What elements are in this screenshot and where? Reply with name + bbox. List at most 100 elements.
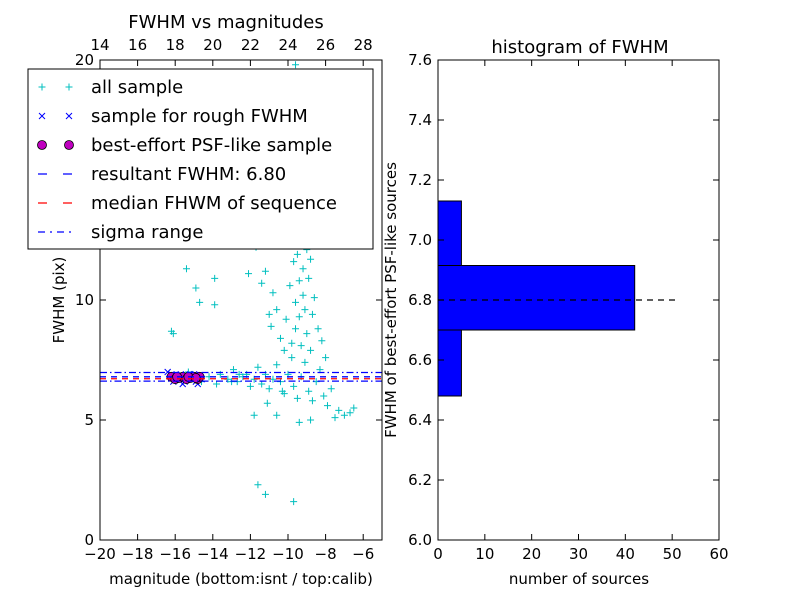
scatter-legend: all sample sample for rough FWHM best-effo… bbox=[27, 68, 374, 250]
histogram-bar bbox=[437, 200, 462, 266]
all-sample-point bbox=[318, 337, 326, 345]
x-tick-label: 50 bbox=[663, 545, 682, 563]
all-sample-point bbox=[290, 498, 298, 506]
psf-sample-point bbox=[190, 373, 201, 383]
x-tick-label: −8 bbox=[315, 545, 337, 563]
all-sample-point bbox=[288, 354, 296, 362]
all-sample-point bbox=[290, 258, 298, 266]
all-sample-point bbox=[299, 265, 307, 273]
x-tick-label: 60 bbox=[709, 545, 728, 563]
y-tick-label: 6.0 bbox=[408, 531, 432, 549]
y-tick-label: 6.8 bbox=[408, 291, 432, 309]
all-sample-point bbox=[192, 284, 200, 292]
all-sample-point bbox=[303, 330, 311, 338]
all-sample-point bbox=[280, 346, 288, 354]
x-tick-label: −16 bbox=[159, 545, 191, 563]
legend-entry: median FHWM of sequence bbox=[38, 193, 337, 214]
top-tick-label: 26 bbox=[316, 36, 335, 54]
all-sample-point bbox=[293, 250, 301, 258]
all-sample-point bbox=[196, 298, 204, 306]
all-sample-point bbox=[169, 330, 177, 338]
all-sample-point bbox=[290, 382, 298, 390]
all-sample-point bbox=[295, 418, 303, 426]
histogram-xlabel: number of sources bbox=[509, 570, 649, 588]
scatter-title: FWHM vs magnitudes bbox=[128, 12, 323, 33]
all-sample-point bbox=[350, 404, 358, 412]
y-tick-label: 20 bbox=[75, 51, 94, 69]
all-sample-point bbox=[307, 346, 315, 354]
legend-label: median FHWM of sequence bbox=[91, 193, 337, 214]
x-tick-label: −10 bbox=[272, 545, 304, 563]
y-tick-label: 7.0 bbox=[408, 231, 432, 249]
histogram-title: histogram of FWHM bbox=[491, 37, 668, 58]
legend-box bbox=[27, 68, 374, 250]
all-sample-point bbox=[301, 306, 309, 314]
y-tick-label: 7.6 bbox=[408, 51, 432, 69]
all-sample-point bbox=[307, 255, 315, 263]
all-sample-point bbox=[286, 282, 294, 290]
all-sample-point bbox=[331, 414, 339, 422]
histogram-bars bbox=[437, 200, 677, 397]
legend-label: sample for rough FWHM bbox=[91, 106, 308, 127]
top-tick-label: 22 bbox=[241, 36, 260, 54]
all-sample-point bbox=[258, 279, 266, 287]
x-tick-label: 0 bbox=[433, 545, 443, 563]
all-sample-point bbox=[292, 61, 300, 69]
all-sample-point bbox=[273, 411, 281, 419]
x-tick-label: 30 bbox=[569, 545, 588, 563]
all-sample-point bbox=[295, 313, 303, 321]
x-tick-label: 10 bbox=[475, 545, 494, 563]
all-sample-point bbox=[235, 370, 243, 378]
histogram-x-ticks: 0 10 20 30 40 50 60 bbox=[433, 60, 729, 563]
all-sample-point bbox=[305, 387, 313, 395]
all-sample-point bbox=[346, 409, 354, 417]
all-sample-point bbox=[276, 334, 284, 342]
all-sample-point bbox=[273, 306, 281, 314]
all-sample-point bbox=[261, 267, 269, 275]
all-sample-point bbox=[265, 310, 273, 318]
top-tick-label: 24 bbox=[278, 36, 297, 54]
x-tick-label: −14 bbox=[197, 545, 229, 563]
scatter-xlabel: magnitude (bottom:isnt / top:calib) bbox=[109, 570, 373, 588]
all-sample-point bbox=[278, 387, 286, 395]
all-sample-point bbox=[335, 406, 343, 414]
histogram-bar bbox=[437, 265, 636, 331]
legend-label: best-effort PSF-like sample bbox=[91, 135, 332, 156]
all-sample-point bbox=[261, 490, 269, 498]
all-sample-point bbox=[322, 354, 330, 362]
all-sample-point bbox=[250, 411, 258, 419]
scatter-top-ticks: 14 16 18 20 22 24 26 28 bbox=[90, 36, 372, 54]
all-sample-point bbox=[263, 399, 271, 407]
all-sample-point bbox=[323, 402, 331, 410]
histogram-y-ticks: 6.0 6.2 6.4 6.6 6.8 7.0 7.2 7.4 7.6 bbox=[408, 51, 719, 549]
top-tick-label: 16 bbox=[128, 36, 147, 54]
all-sample-point bbox=[293, 394, 301, 402]
all-sample-point bbox=[310, 294, 318, 302]
legend-entry: best-effort PSF-like sample bbox=[37, 135, 332, 156]
y-tick-label: 6.6 bbox=[408, 351, 432, 369]
legend-entry: sigma range bbox=[38, 222, 203, 243]
all-sample-point bbox=[254, 363, 262, 371]
x-tick-label: 40 bbox=[616, 545, 635, 563]
all-sample-point bbox=[340, 411, 348, 419]
x-tick-label: −12 bbox=[235, 545, 267, 563]
scatter-ylabel: FWHM (pix) bbox=[50, 257, 68, 344]
y-tick-label: 7.2 bbox=[408, 171, 432, 189]
histogram-panel: histogram of FWHM number of sources FWHM… bbox=[382, 37, 729, 588]
all-sample-point bbox=[320, 392, 328, 400]
scatter-y-ticks: 0 5 10 20 bbox=[75, 51, 382, 549]
legend-entry: all sample bbox=[38, 77, 183, 98]
all-sample-point bbox=[288, 339, 296, 347]
all-sample-point bbox=[308, 397, 316, 405]
all-sample-point bbox=[301, 358, 309, 366]
all-sample-point bbox=[308, 310, 316, 318]
x-tick-label: −20 bbox=[84, 545, 116, 563]
top-tick-label: 18 bbox=[166, 36, 185, 54]
all-sample-point bbox=[211, 274, 219, 282]
all-sample-point bbox=[182, 265, 190, 273]
y-tick-label: 0 bbox=[84, 531, 94, 549]
legend-label: resultant FWHM: 6.80 bbox=[91, 164, 286, 185]
scatter-panel: FWHM vs magnitudes magnitude (bottom:isn… bbox=[27, 12, 383, 588]
histogram-ylabel: FWHM of best-effort PSF-like sources bbox=[382, 162, 400, 438]
